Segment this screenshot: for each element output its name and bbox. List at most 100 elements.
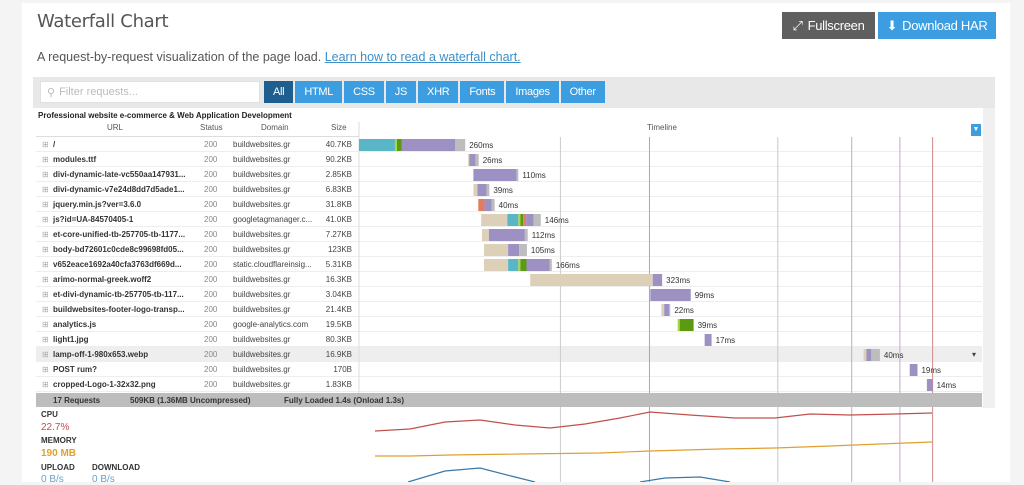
expand-icon[interactable]: ⊞ bbox=[42, 230, 49, 239]
timeline-dropdown-button[interactable]: ▼ bbox=[971, 124, 981, 136]
table-row[interactable]: ⊞ js?id=UA-84570405-1 200 googletagmanager.… bbox=[36, 212, 982, 227]
learn-link[interactable]: Learn how to read a waterfall chart. bbox=[324, 50, 521, 64]
request-url: lamp-off-1-980x653.webp bbox=[53, 350, 149, 359]
filter-placeholder: Filter requests... bbox=[59, 86, 138, 98]
table-row[interactable]: ⊞ cropped-Logo-1-32x32.png 200 buildwebsite… bbox=[36, 377, 982, 392]
expand-icon[interactable]: ⊞ bbox=[42, 185, 49, 194]
request-domain: buildwebsites.gr bbox=[233, 290, 291, 299]
tab-html[interactable]: HTML bbox=[295, 81, 343, 103]
request-url: body-bd72601c0cde8c99698fd05... bbox=[53, 245, 184, 254]
expand-icon[interactable]: ⊞ bbox=[42, 275, 49, 284]
expand-icon[interactable]: ⊞ bbox=[42, 155, 49, 164]
table-row[interactable]: ⊞ buildwebsites-footer-logo-transp... 200 b… bbox=[36, 302, 982, 317]
tab-js[interactable]: JS bbox=[385, 81, 417, 103]
table-row[interactable]: ⊞ et-divi-dynamic-tb-257705-tb-117... 200 b… bbox=[36, 287, 982, 302]
table-row[interactable]: ⊞ divi-dynamic-late-vc550aa147931... 200 bu… bbox=[36, 167, 982, 182]
timing-segment-blocked bbox=[468, 154, 470, 166]
expand-icon[interactable]: ⊞ bbox=[42, 380, 49, 389]
timing-segment-receive bbox=[669, 304, 671, 316]
column-status[interactable]: Status bbox=[200, 123, 223, 132]
timing-segment-blocked bbox=[484, 244, 509, 256]
table-row[interactable]: ⊞ v652eace1692a40cfa3763df669d... 200 stati… bbox=[36, 257, 982, 272]
column-domain[interactable]: Domain bbox=[261, 123, 289, 132]
memory-value: 190 MB bbox=[41, 448, 77, 459]
request-size: 170B bbox=[333, 365, 352, 374]
timing-segment-receive bbox=[549, 259, 552, 271]
expand-icon[interactable]: ⊞ bbox=[42, 215, 49, 224]
duration-label: 26ms bbox=[483, 156, 503, 165]
timing-segment-wait bbox=[488, 229, 525, 241]
request-count: 17 Requests bbox=[53, 396, 101, 405]
expand-icon[interactable]: ⊞ bbox=[42, 245, 49, 254]
duration-label: 146ms bbox=[545, 216, 569, 225]
table-row[interactable]: ⊞ POST rum? 200 buildwebsites.gr 170B bbox=[36, 362, 982, 377]
tab-images[interactable]: Images bbox=[506, 81, 559, 103]
expand-icon[interactable]: ⊞ bbox=[42, 335, 49, 344]
memory-label: MEMORY bbox=[41, 436, 77, 445]
request-url: modules.ttf bbox=[53, 155, 97, 164]
expand-icon[interactable]: ⊞ bbox=[42, 350, 49, 359]
timing-segment-dns bbox=[359, 139, 395, 151]
expand-icon[interactable]: ⊞ bbox=[42, 170, 49, 179]
request-size: 19.5KB bbox=[325, 320, 352, 329]
table-row[interactable]: ⊞ arimo-normal-greek.woff2 200 buildwebsite… bbox=[36, 272, 982, 287]
expand-icon[interactable]: ⊞ bbox=[42, 365, 49, 374]
expand-icon[interactable]: ⊞ bbox=[42, 320, 49, 329]
table-row[interactable]: ⊞ divi-dynamic-v7e24d8dd7d5ade1... 200 buil… bbox=[36, 182, 982, 197]
table-row[interactable]: ⊞ lamp-off-1-980x653.webp 200 buildwebsites… bbox=[36, 347, 982, 362]
tab-css[interactable]: CSS bbox=[344, 81, 384, 103]
table-row[interactable]: ⊞ jquery.min.js?ver=3.6.0 200 buildwebsites… bbox=[36, 197, 982, 212]
duration-label: 323ms bbox=[666, 276, 690, 285]
table-row[interactable]: ⊞ modules.ttf 200 buildwebsites.gr 90.2KB bbox=[36, 152, 982, 167]
request-url: cropped-Logo-1-32x32.png bbox=[53, 380, 156, 389]
expand-icon[interactable]: ⊞ bbox=[42, 260, 49, 269]
download-har-button[interactable]: ⬇ Download HAR bbox=[878, 12, 996, 39]
timing-segment-wait bbox=[473, 169, 517, 181]
request-url: buildwebsites-footer-logo-transp... bbox=[53, 305, 185, 314]
upload-label: UPLOAD bbox=[41, 463, 75, 472]
duration-label: 99ms bbox=[695, 291, 715, 300]
table-row[interactable]: ⊞ / 200 buildwebsites.gr 40.7KB bbox=[36, 137, 982, 152]
timing-segment-blocked bbox=[530, 274, 653, 286]
timing-segment-wait bbox=[652, 274, 663, 286]
timing-segment-receive bbox=[871, 349, 880, 361]
timing-segment-ssl bbox=[520, 214, 524, 226]
timing-segment-wait bbox=[469, 154, 476, 166]
request-domain: buildwebsites.gr bbox=[233, 335, 291, 344]
scrollbar[interactable] bbox=[983, 108, 995, 408]
page-title: Waterfall Chart bbox=[37, 11, 169, 32]
expand-icon[interactable]: ⊞ bbox=[42, 140, 49, 149]
download-icon: ⬇ bbox=[886, 17, 898, 33]
duration-label: 110ms bbox=[522, 171, 545, 180]
request-size: 80.3KB bbox=[325, 335, 352, 344]
duration-label: 39ms bbox=[698, 321, 718, 330]
expand-icon[interactable]: ⊞ bbox=[42, 305, 49, 314]
tab-fonts[interactable]: Fonts bbox=[460, 81, 505, 103]
timing-segment-dns bbox=[508, 259, 519, 271]
request-url: divi-dynamic-late-vc550aa147931... bbox=[53, 170, 186, 179]
tab-xhr[interactable]: XHR bbox=[418, 81, 459, 103]
expand-icon[interactable]: ⊞ bbox=[42, 290, 49, 299]
timing-segment-blocked bbox=[863, 349, 867, 361]
fullscreen-button[interactable]: ⤢ Fullscreen bbox=[782, 12, 875, 39]
table-row[interactable]: ⊞ analytics.js 200 google-analytics.com 19.5… bbox=[36, 317, 982, 332]
column-size[interactable]: Size bbox=[331, 123, 347, 132]
column-url[interactable]: URL bbox=[107, 123, 124, 132]
download-value: 0 B/s bbox=[92, 474, 115, 485]
timing-segment-wait bbox=[650, 289, 691, 301]
duration-label: 40ms bbox=[884, 351, 904, 360]
tab-other[interactable]: Other bbox=[560, 81, 605, 103]
request-url: divi-dynamic-v7e24d8dd7d5ade1... bbox=[53, 185, 185, 194]
table-row[interactable]: ⊞ light1.jpg 200 buildwebsites.gr 80.3KB bbox=[36, 332, 982, 347]
request-domain: static.cloudflareinsig... bbox=[233, 260, 312, 269]
request-status: 200 bbox=[204, 380, 218, 389]
table-row[interactable]: ⊞ et-core-unified-tb-257705-tb-1177... 200… bbox=[36, 227, 982, 242]
tab-all[interactable]: All bbox=[264, 81, 294, 103]
row-menu-icon[interactable]: ▾ bbox=[972, 350, 977, 359]
table-row[interactable]: ⊞ body-bd72601c0cde8c99698fd05... 200 build… bbox=[36, 242, 982, 257]
request-status: 200 bbox=[204, 185, 218, 194]
duration-label: 22ms bbox=[674, 306, 694, 315]
fullscreen-label: Fullscreen bbox=[807, 18, 865, 33]
filter-input[interactable]: ⚲ Filter requests... bbox=[40, 81, 260, 103]
expand-icon[interactable]: ⊞ bbox=[42, 200, 49, 209]
